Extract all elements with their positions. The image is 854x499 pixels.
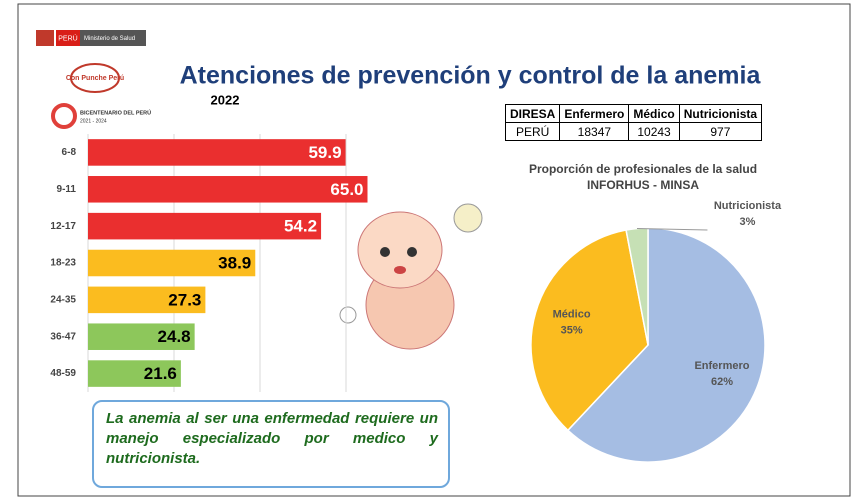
note-box: La anemia al ser una enfermedad requiere… — [92, 400, 450, 488]
y-tick-label: 9-11 — [57, 184, 77, 195]
y-tick-label: 12-17 — [50, 221, 76, 232]
slice-value: 35% — [561, 325, 583, 337]
value-label: 24.8 — [158, 327, 191, 346]
y-tick-label: 6-8 — [62, 147, 77, 158]
campaign-text: Con Punche Perú — [66, 75, 124, 82]
slice-value: 3% — [739, 216, 755, 228]
logo-ministry: Ministerio de Salud — [84, 36, 135, 42]
table-header-cell: Enfermero — [560, 105, 629, 123]
bicentenario-years: 2021 - 2024 — [80, 118, 107, 124]
value-label: 27.3 — [168, 290, 201, 309]
value-label: 65.0 — [330, 180, 363, 199]
slice-label: Médico — [553, 309, 591, 321]
slide-title: Atenciones de prevención y control de la… — [180, 62, 762, 90]
slice-label: Nutricionista — [714, 200, 782, 212]
chart-subtitle: INFORHUS - MINSA — [587, 178, 699, 192]
table-header-cell: DIRESA — [506, 105, 560, 123]
slice-label: Enfermero — [694, 360, 749, 372]
y-tick-label: 18-23 — [50, 258, 76, 269]
baby-eye — [380, 247, 390, 257]
page: {"header": {"country": "PERÚ", "ministry… — [0, 0, 854, 499]
baby-eye — [407, 247, 417, 257]
rattle-ring — [340, 307, 356, 323]
table-cell: 18347 — [560, 123, 629, 141]
bar — [88, 139, 346, 166]
table-cell: 10243 — [629, 123, 679, 141]
baby-illustration — [340, 204, 482, 349]
y-tick-label: 36-47 — [50, 331, 76, 342]
table-cell: 977 — [679, 123, 761, 141]
table-cell: PERÚ — [506, 123, 560, 141]
rattle — [454, 204, 482, 232]
slice-value: 62% — [711, 376, 733, 388]
baby-head — [358, 212, 442, 288]
y-tick-label: 48-59 — [50, 368, 76, 379]
bar — [88, 176, 368, 203]
table-header-cell: Médico — [629, 105, 679, 123]
baby-mouth — [394, 266, 406, 274]
chart-title: Proporción de profesionales de la salud — [529, 162, 757, 176]
bicentenario-text: BICENTENARIO DEL PERÚ — [80, 109, 151, 116]
value-label: 21.6 — [144, 364, 177, 383]
bicentenario-logo — [53, 105, 75, 127]
chart-title: 2022 — [211, 92, 240, 107]
table-header-cell: Nutricionista — [679, 105, 761, 123]
y-tick-label: 24-35 — [50, 294, 76, 305]
value-label: 54.2 — [284, 217, 317, 236]
value-label: 38.9 — [218, 253, 251, 272]
logo-peru: PERÚ — [58, 33, 77, 42]
logo-shield — [36, 30, 54, 46]
value-label: 59.9 — [308, 143, 341, 162]
